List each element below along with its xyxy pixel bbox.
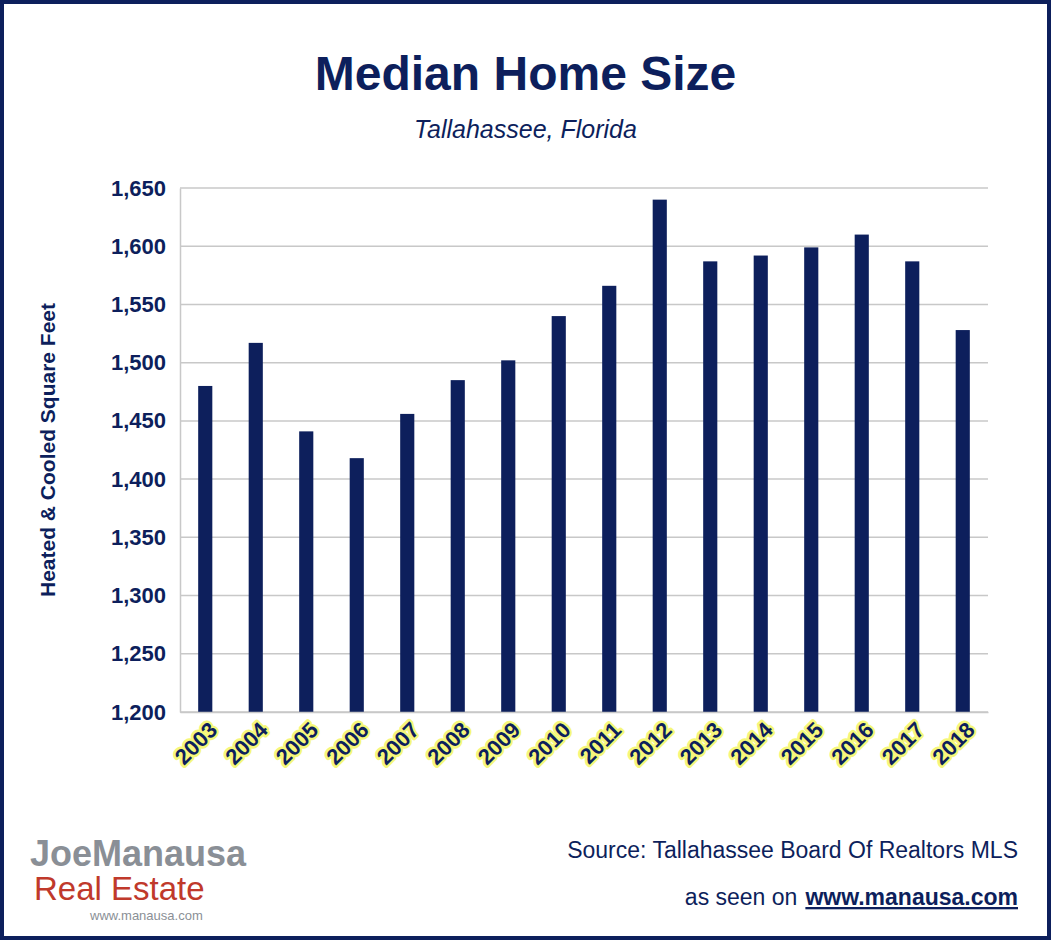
y-axis: 1,200 1,250 1,300 1,350 1,400 1,450 1,500 1,550… — [111, 176, 181, 725]
frame — [2, 2, 1049, 938]
y-tick-label: 1,600 — [111, 234, 166, 259]
x-tick: 2012 — [624, 712, 676, 770]
x-tick-label: 2015 — [776, 717, 828, 769]
y-tick: 1,600 — [111, 234, 180, 259]
y-tick: 1,350 — [111, 525, 180, 550]
bar — [501, 360, 515, 712]
x-tick-label: 2012 — [624, 717, 676, 769]
bar — [956, 330, 970, 712]
y-tick-label: 1,650 — [111, 176, 166, 201]
y-tick: 1,250 — [111, 641, 180, 666]
y-tick-label: 1,200 — [111, 700, 166, 725]
logo-subtitle: Real Estate — [34, 870, 205, 907]
logo-name: JoeManausa — [30, 833, 247, 874]
x-tick: 2015 — [776, 712, 828, 770]
x-tick: 2005 — [271, 712, 323, 770]
x-tick: 2017 — [877, 712, 929, 770]
x-tick-label: 2011 — [575, 717, 626, 768]
grid — [180, 188, 988, 712]
x-tick: 2010 — [523, 712, 575, 770]
bar — [855, 235, 869, 712]
grid-line — [180, 187, 988, 189]
x-tick: 2011 — [575, 712, 626, 769]
y-tick-label: 1,550 — [111, 292, 166, 317]
subtitle: Tallahassee, Florida — [414, 115, 637, 143]
x-tick: 2008 — [422, 712, 474, 770]
x-tick-label: 2017 — [877, 717, 929, 769]
bar — [703, 261, 717, 712]
source-url: www.manausa.com — [804, 884, 1018, 910]
x-tick-label: 2013 — [675, 717, 727, 769]
y-tick: 1,550 — [111, 292, 180, 317]
x-tick: 2013 — [675, 712, 727, 770]
bar — [299, 431, 313, 712]
x-tick-label: 2008 — [422, 717, 474, 769]
x-tick-label: 2016 — [826, 717, 878, 769]
axis-line — [180, 189, 182, 713]
x-tick-label: 2018 — [927, 717, 979, 769]
chart: Median Home Size Tallahassee, Florida 1,20… — [0, 0, 1051, 940]
y-tick: 1,650 — [111, 176, 180, 201]
bar — [905, 261, 919, 712]
y-tick: 1,200 — [111, 700, 180, 725]
logo-url: www.manausa.com — [89, 908, 203, 923]
y-tick-label: 1,500 — [111, 350, 166, 375]
bar — [754, 256, 768, 712]
bar — [552, 316, 566, 712]
bar — [198, 386, 212, 712]
y-tick: 1,400 — [111, 467, 180, 492]
y-tick: 1,300 — [111, 583, 180, 608]
x-tick-label: 2014 — [725, 717, 778, 770]
bars — [198, 200, 970, 712]
y-tick: 1,450 — [111, 408, 180, 433]
bar — [400, 414, 414, 712]
x-tick: 2014 — [725, 712, 778, 770]
x-tick-label: 2003 — [170, 717, 222, 769]
source-note: Source: Tallahassee Board Of Realtors ML… — [567, 837, 1018, 863]
x-tick-label: 2007 — [372, 717, 424, 769]
bar — [602, 286, 616, 712]
y-tick-label: 1,400 — [111, 467, 166, 492]
y-tick: 1,500 — [111, 350, 180, 375]
title: Median Home Size — [315, 47, 736, 100]
y-tick-label: 1,450 — [111, 408, 166, 433]
x-tick: 2016 — [826, 712, 878, 770]
y-tick-label: 1,350 — [111, 525, 166, 550]
x-tick-label: 2006 — [321, 717, 373, 769]
x-axis: 2003200420052006200720082009201020112012… — [170, 712, 989, 770]
x-tick-label: 2009 — [473, 717, 525, 769]
y-tick-label: 1,300 — [111, 583, 166, 608]
x-tick: 2009 — [473, 712, 525, 770]
x-tick: 2006 — [321, 712, 373, 770]
bar — [804, 247, 818, 712]
source-prefix: as seen on — [685, 884, 798, 910]
x-tick: 2003 — [170, 712, 222, 770]
bar — [350, 458, 364, 712]
x-tick-label: 2005 — [271, 717, 323, 769]
bar — [451, 380, 465, 712]
bar — [249, 343, 263, 712]
x-tick-label: 2004 — [220, 717, 273, 770]
bar — [653, 200, 667, 712]
axis-line — [181, 712, 989, 714]
y-axis-title: Heated & Cooled Square Feet — [36, 303, 59, 597]
x-tick-label: 2010 — [523, 717, 575, 769]
x-tick: 2007 — [372, 712, 424, 770]
x-tick: 2004 — [220, 712, 273, 770]
y-tick-label: 1,250 — [111, 641, 166, 666]
x-tick: 2018 — [927, 712, 979, 770]
